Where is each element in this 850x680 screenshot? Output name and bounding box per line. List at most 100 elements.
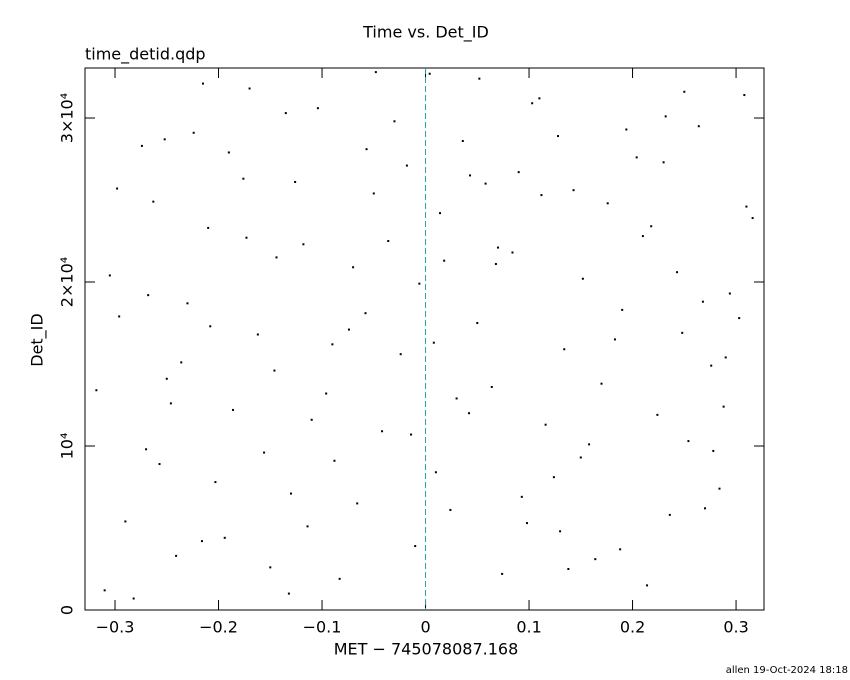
point	[256, 333, 259, 336]
point	[606, 202, 609, 205]
point	[242, 177, 245, 180]
point	[494, 262, 497, 265]
point	[227, 151, 230, 154]
point	[538, 97, 541, 100]
point	[697, 125, 700, 128]
point	[209, 325, 212, 328]
point	[175, 554, 178, 557]
point	[656, 413, 659, 416]
y-tick-label: 3×10⁴	[58, 93, 77, 143]
point	[316, 107, 319, 110]
point	[364, 312, 367, 315]
point	[214, 481, 217, 484]
point	[325, 392, 328, 395]
point	[147, 294, 150, 297]
point	[331, 343, 334, 346]
point	[544, 423, 547, 426]
point	[95, 389, 98, 392]
point	[641, 235, 644, 238]
point	[687, 440, 690, 443]
point	[517, 171, 520, 174]
y-tick-label: 10⁴	[58, 433, 77, 460]
point	[165, 377, 168, 380]
point	[710, 364, 713, 367]
point	[169, 402, 172, 405]
point	[232, 408, 235, 411]
point	[476, 322, 479, 325]
point	[743, 94, 746, 97]
plot-frame	[84, 67, 765, 611]
point	[387, 240, 390, 243]
point	[619, 548, 622, 551]
point	[559, 530, 562, 533]
point	[248, 87, 251, 90]
point	[579, 456, 582, 459]
point	[621, 308, 624, 311]
point	[372, 192, 375, 195]
point	[124, 520, 127, 523]
point	[552, 476, 555, 479]
point	[245, 236, 248, 239]
point	[103, 589, 106, 592]
point	[306, 525, 309, 528]
point	[381, 430, 384, 433]
point	[745, 205, 748, 208]
point	[531, 102, 534, 105]
point	[461, 139, 464, 142]
point	[273, 369, 276, 372]
point	[478, 77, 481, 80]
point	[200, 540, 203, 543]
x-tick-label: 0.2	[620, 618, 645, 637]
point	[158, 463, 161, 466]
point	[501, 572, 504, 575]
point	[152, 200, 155, 203]
point	[434, 471, 437, 474]
point	[722, 405, 725, 408]
point	[594, 558, 597, 561]
point	[681, 331, 684, 334]
point	[724, 356, 727, 359]
point	[310, 418, 313, 421]
point	[751, 217, 754, 220]
point	[294, 180, 297, 183]
point	[662, 161, 665, 164]
point	[650, 225, 653, 228]
point	[443, 259, 446, 262]
point	[180, 361, 183, 364]
point	[511, 251, 514, 254]
point	[646, 584, 649, 587]
point	[207, 226, 210, 229]
point	[356, 502, 359, 505]
point	[410, 433, 413, 436]
point	[428, 72, 431, 75]
point	[625, 128, 628, 131]
point	[728, 292, 731, 295]
point	[567, 568, 570, 571]
point	[664, 115, 667, 118]
point	[490, 385, 493, 388]
point	[468, 412, 471, 415]
x-tick-label: 0.3	[723, 618, 748, 637]
point	[588, 443, 591, 446]
point	[484, 182, 487, 185]
x-tick-label: 0	[420, 618, 430, 637]
point	[418, 282, 421, 285]
y-axis-label: Det_ID	[28, 313, 48, 366]
point	[223, 536, 226, 539]
x-tick-label: −0.2	[199, 618, 238, 637]
point	[540, 194, 543, 197]
x-axis-label: MET − 745078087.168	[334, 640, 519, 659]
point	[668, 513, 671, 516]
point	[405, 164, 408, 167]
point	[455, 397, 458, 400]
y-tick-label: 2×10⁴	[58, 257, 77, 307]
point	[201, 82, 204, 85]
point	[635, 156, 638, 159]
footer: allen 19-Oct-2024 18:18	[726, 665, 848, 676]
point	[496, 246, 499, 249]
point	[192, 131, 195, 134]
point	[284, 112, 287, 115]
point	[116, 187, 119, 190]
point	[525, 522, 528, 525]
